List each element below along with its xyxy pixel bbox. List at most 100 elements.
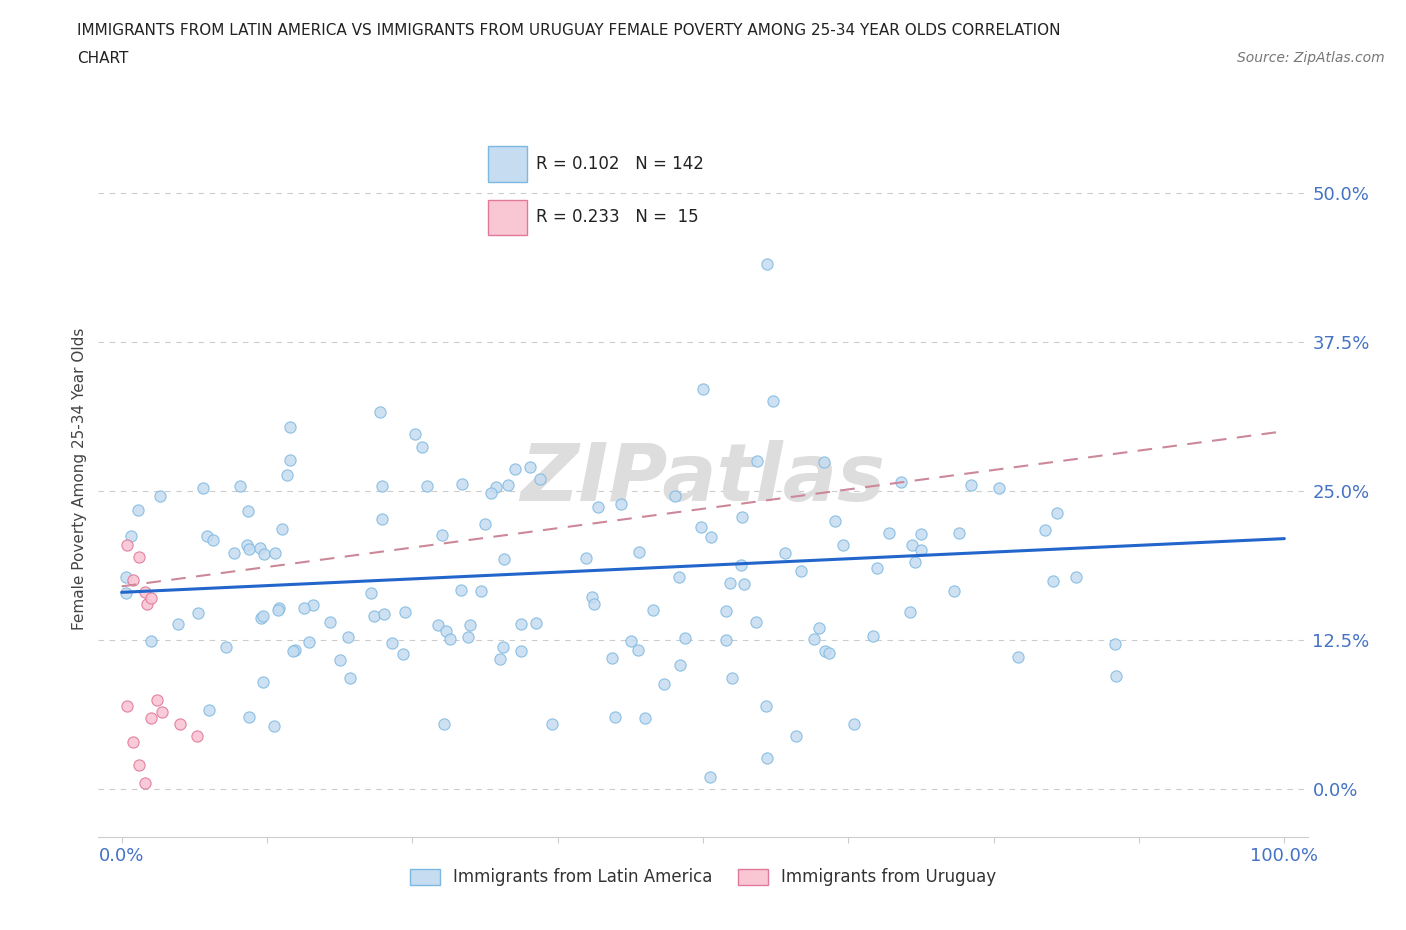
Point [510, 617, 533, 631]
Point [426, 618, 449, 632]
Point [689, 519, 711, 534]
Point [785, 728, 807, 743]
Point [813, 455, 835, 470]
Point [910, 542, 932, 557]
Point [302, 597, 325, 612]
Point [718, 576, 741, 591]
Point [773, 545, 796, 560]
Point [844, 716, 866, 731]
Point [582, 596, 605, 611]
Point [720, 671, 742, 685]
Point [664, 488, 686, 503]
Point [145, 692, 167, 707]
Point [193, 481, 215, 496]
Point [716, 632, 738, 647]
Point [457, 630, 479, 644]
Point [910, 527, 932, 542]
Point [292, 601, 315, 616]
Point [747, 454, 769, 469]
Point [988, 481, 1011, 496]
Point [115, 585, 138, 600]
Point [470, 583, 492, 598]
Point [141, 633, 163, 648]
Point [692, 382, 714, 397]
Point [284, 643, 307, 658]
Point [222, 545, 245, 560]
Legend: Immigrants from Latin America, Immigrants from Uruguay: Immigrants from Latin America, Immigrant… [404, 862, 1002, 893]
Point [329, 653, 352, 668]
Point [1046, 506, 1069, 521]
Point [270, 522, 292, 537]
Point [1007, 650, 1029, 665]
Point [416, 479, 439, 494]
Point [862, 628, 884, 643]
Point [824, 514, 846, 529]
Point [948, 525, 970, 540]
Point [267, 603, 290, 618]
Point [733, 577, 755, 591]
Point [238, 542, 260, 557]
Point [745, 614, 768, 629]
Point [605, 710, 627, 724]
Point [128, 549, 150, 564]
Point [519, 459, 541, 474]
Point [943, 584, 966, 599]
Point [127, 503, 149, 518]
Point [150, 704, 173, 719]
Point [1033, 523, 1056, 538]
Point [730, 558, 752, 573]
Point [496, 477, 519, 492]
Point [250, 610, 273, 625]
Point [122, 573, 145, 588]
Y-axis label: Female Poverty Among 25-34 Year Olds: Female Poverty Among 25-34 Year Olds [72, 327, 87, 631]
Point [197, 529, 219, 544]
Point [263, 719, 285, 734]
Point [434, 623, 457, 638]
Point [249, 540, 271, 555]
Point [609, 496, 631, 511]
Point [634, 711, 657, 725]
Point [139, 591, 162, 605]
Point [149, 489, 172, 504]
Point [236, 504, 259, 519]
Point [371, 478, 394, 493]
Point [236, 538, 259, 552]
Point [187, 605, 209, 620]
Point [620, 633, 643, 648]
Point [489, 651, 512, 666]
Point [492, 640, 515, 655]
Point [228, 479, 250, 494]
Point [269, 601, 291, 616]
Point [575, 551, 598, 565]
Point [215, 640, 238, 655]
Point [474, 517, 496, 532]
Point [198, 702, 221, 717]
Point [392, 646, 415, 661]
Point [641, 602, 664, 617]
Point [252, 608, 274, 623]
Point [959, 478, 981, 493]
Point [581, 590, 603, 604]
Point [253, 547, 276, 562]
Point [673, 631, 696, 645]
Point [115, 569, 138, 584]
Point [238, 710, 260, 724]
Point [128, 758, 150, 773]
Point [451, 476, 474, 491]
Point [411, 440, 433, 455]
Point [371, 512, 394, 526]
Point [318, 614, 340, 629]
Point [540, 716, 562, 731]
Text: CHART: CHART [77, 51, 129, 66]
Point [714, 604, 737, 618]
Point [1105, 669, 1128, 684]
Point [1042, 574, 1064, 589]
Point [803, 631, 825, 646]
Point [669, 658, 692, 672]
Point [904, 554, 927, 569]
Point [1104, 636, 1126, 651]
Point [450, 582, 472, 597]
Point [432, 527, 454, 542]
Point [368, 405, 391, 419]
Point [363, 608, 385, 623]
